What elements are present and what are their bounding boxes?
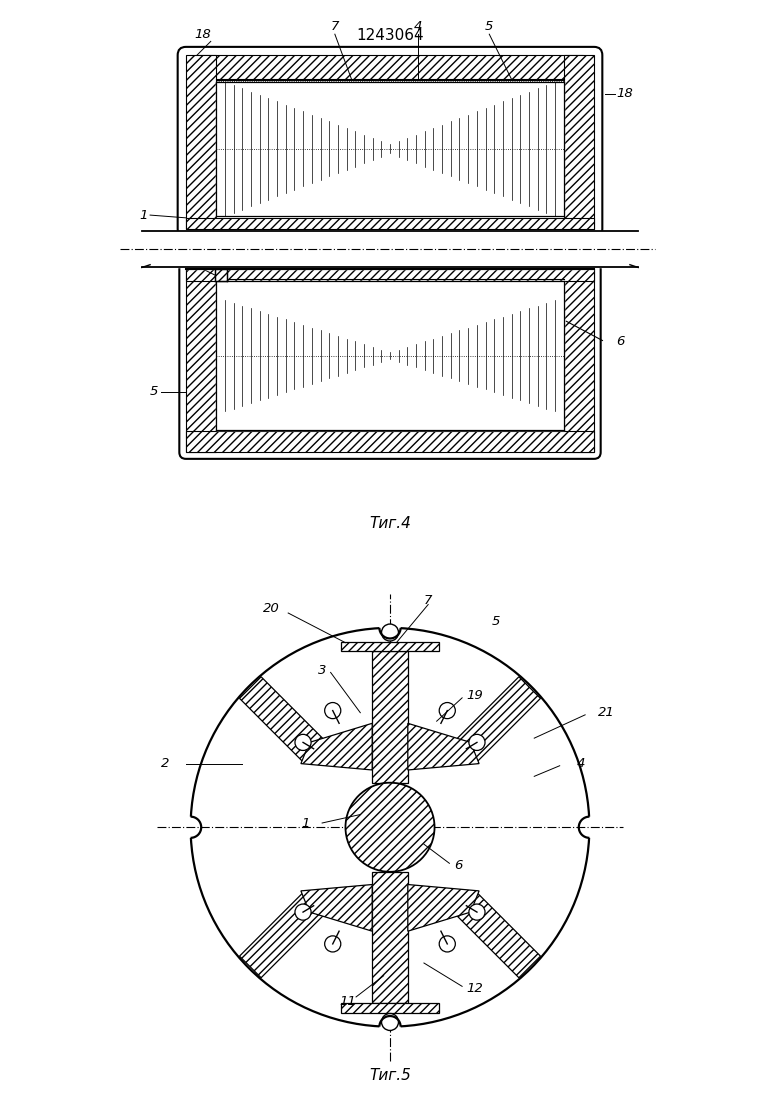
Polygon shape (341, 642, 439, 651)
Text: 20: 20 (263, 602, 279, 615)
Text: 1: 1 (301, 816, 310, 829)
Circle shape (439, 935, 456, 952)
Polygon shape (372, 651, 408, 783)
Polygon shape (186, 218, 594, 228)
Circle shape (295, 735, 311, 750)
Polygon shape (186, 55, 216, 228)
Text: 3: 3 (318, 664, 326, 677)
Polygon shape (564, 55, 594, 228)
Text: 12: 12 (466, 982, 484, 995)
Polygon shape (216, 82, 564, 216)
Circle shape (469, 735, 485, 750)
Text: 7: 7 (331, 20, 339, 33)
Text: 1: 1 (139, 208, 147, 222)
Polygon shape (564, 269, 594, 452)
Polygon shape (408, 885, 479, 931)
Circle shape (346, 783, 434, 871)
Circle shape (324, 935, 341, 952)
Polygon shape (408, 724, 479, 770)
Text: 2: 2 (161, 757, 169, 770)
Polygon shape (216, 281, 564, 430)
Polygon shape (372, 871, 408, 1004)
Text: 5: 5 (485, 20, 494, 33)
Text: 1243064: 1243064 (356, 28, 424, 43)
Circle shape (469, 904, 485, 920)
Polygon shape (186, 261, 594, 269)
Text: 18: 18 (194, 29, 211, 41)
Text: 6: 6 (454, 859, 462, 872)
Polygon shape (186, 269, 594, 281)
Polygon shape (456, 677, 541, 761)
Text: 4: 4 (413, 20, 422, 33)
Circle shape (381, 624, 399, 641)
Polygon shape (239, 893, 324, 977)
Text: 11: 11 (339, 995, 356, 1008)
Polygon shape (215, 269, 227, 281)
Text: 4: 4 (178, 256, 186, 268)
Polygon shape (142, 231, 638, 267)
Polygon shape (197, 55, 583, 81)
Text: 19: 19 (466, 689, 484, 703)
Text: 6: 6 (616, 335, 625, 349)
Text: 18: 18 (616, 87, 633, 100)
Text: 5: 5 (150, 385, 158, 398)
Polygon shape (301, 885, 372, 931)
Text: 21: 21 (598, 706, 615, 719)
Polygon shape (239, 677, 324, 761)
Text: 7: 7 (424, 593, 432, 607)
Text: Τиг.4: Τиг.4 (369, 516, 411, 532)
Text: Τиг.5: Τиг.5 (369, 1068, 411, 1083)
Text: 4: 4 (576, 757, 585, 770)
Circle shape (439, 703, 456, 719)
Polygon shape (341, 1004, 439, 1013)
Circle shape (381, 1014, 399, 1030)
Polygon shape (186, 269, 216, 452)
Circle shape (324, 703, 341, 719)
Polygon shape (301, 724, 372, 770)
Text: 5: 5 (492, 615, 500, 628)
Polygon shape (186, 431, 594, 452)
Polygon shape (456, 893, 541, 977)
Circle shape (295, 904, 311, 920)
